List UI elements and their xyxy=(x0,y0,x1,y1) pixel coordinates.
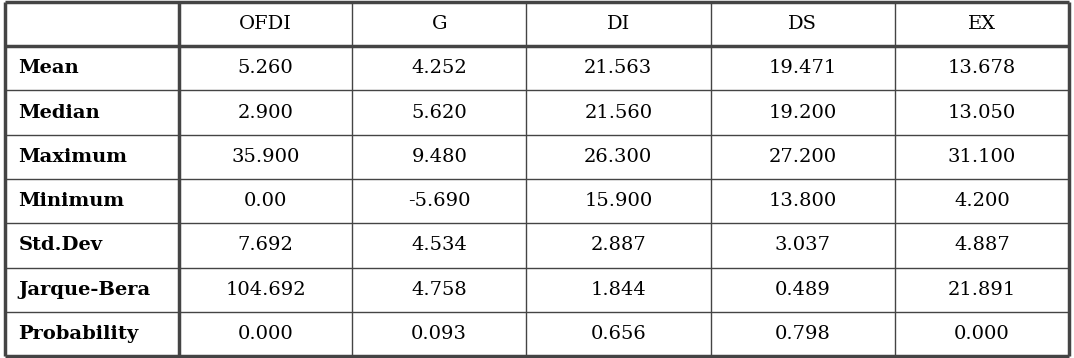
Text: DS: DS xyxy=(788,15,817,33)
Text: 0.000: 0.000 xyxy=(237,325,293,343)
Text: 0.093: 0.093 xyxy=(411,325,467,343)
Text: -5.690: -5.690 xyxy=(408,192,470,210)
Text: 0.000: 0.000 xyxy=(954,325,1010,343)
Text: DI: DI xyxy=(607,15,630,33)
Text: 0.656: 0.656 xyxy=(591,325,647,343)
Text: 4.252: 4.252 xyxy=(411,59,467,77)
Text: 13.050: 13.050 xyxy=(947,103,1016,122)
Text: Probability: Probability xyxy=(18,325,139,343)
Text: 21.563: 21.563 xyxy=(584,59,652,77)
Text: Minimum: Minimum xyxy=(18,192,125,210)
Text: 27.200: 27.200 xyxy=(769,148,837,166)
Text: 9.480: 9.480 xyxy=(411,148,467,166)
Text: Jarque-Bera: Jarque-Bera xyxy=(18,281,150,299)
Text: OFDI: OFDI xyxy=(240,15,292,33)
Text: Maximum: Maximum xyxy=(18,148,127,166)
Text: 5.260: 5.260 xyxy=(237,59,293,77)
Text: 7.692: 7.692 xyxy=(237,236,293,255)
Text: 19.471: 19.471 xyxy=(769,59,837,77)
Text: Mean: Mean xyxy=(18,59,79,77)
Text: 4.758: 4.758 xyxy=(411,281,467,299)
Text: EX: EX xyxy=(968,15,996,33)
Text: 13.800: 13.800 xyxy=(769,192,837,210)
Text: G: G xyxy=(432,15,447,33)
Text: 2.900: 2.900 xyxy=(237,103,293,122)
Text: 21.560: 21.560 xyxy=(584,103,652,122)
Text: 13.678: 13.678 xyxy=(947,59,1016,77)
Text: 19.200: 19.200 xyxy=(769,103,837,122)
Text: 4.887: 4.887 xyxy=(954,236,1010,255)
Text: 31.100: 31.100 xyxy=(947,148,1016,166)
Text: Std.Dev: Std.Dev xyxy=(18,236,102,255)
Text: 5.620: 5.620 xyxy=(411,103,467,122)
Text: 0.00: 0.00 xyxy=(244,192,288,210)
Text: 4.534: 4.534 xyxy=(411,236,467,255)
Text: 2.887: 2.887 xyxy=(591,236,647,255)
Text: 35.900: 35.900 xyxy=(232,148,300,166)
Text: 1.844: 1.844 xyxy=(591,281,647,299)
Text: 0.798: 0.798 xyxy=(774,325,831,343)
Text: 4.200: 4.200 xyxy=(954,192,1010,210)
Text: 21.891: 21.891 xyxy=(947,281,1016,299)
Text: 26.300: 26.300 xyxy=(584,148,652,166)
Text: 15.900: 15.900 xyxy=(584,192,652,210)
Text: 3.037: 3.037 xyxy=(774,236,831,255)
Text: 104.692: 104.692 xyxy=(226,281,306,299)
Text: Median: Median xyxy=(18,103,100,122)
Text: 0.489: 0.489 xyxy=(774,281,831,299)
